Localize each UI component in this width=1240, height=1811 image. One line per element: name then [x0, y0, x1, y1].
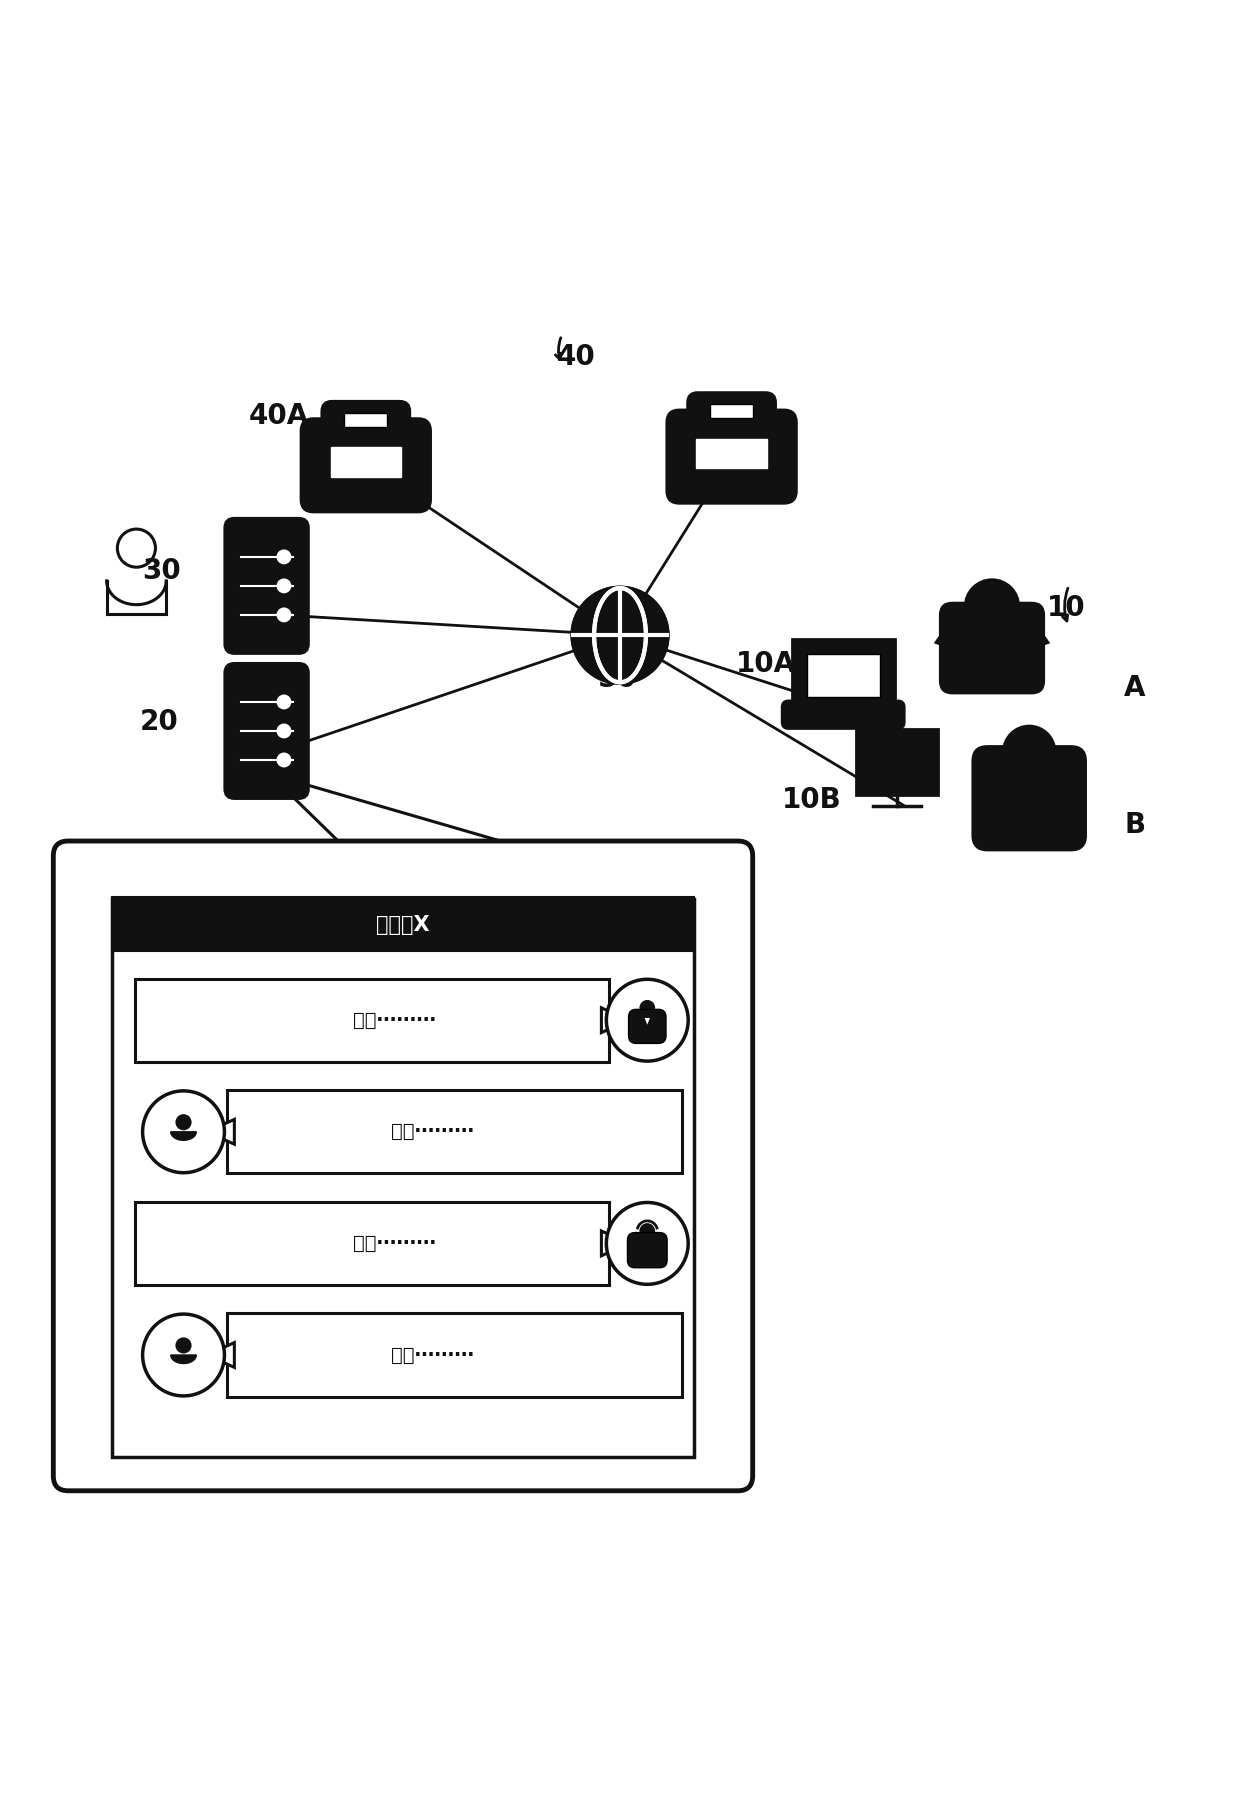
Circle shape: [277, 549, 291, 565]
FancyBboxPatch shape: [301, 418, 430, 513]
FancyBboxPatch shape: [322, 402, 409, 447]
FancyBboxPatch shape: [135, 978, 609, 1061]
Circle shape: [143, 1315, 224, 1396]
Circle shape: [277, 724, 291, 739]
Circle shape: [606, 1203, 688, 1284]
Text: 我想‧‧‧‧‧‧‧‧‧: 我想‧‧‧‧‧‧‧‧‧: [353, 1011, 436, 1030]
Circle shape: [640, 1222, 655, 1239]
FancyBboxPatch shape: [792, 639, 894, 712]
FancyBboxPatch shape: [807, 654, 879, 697]
FancyBboxPatch shape: [856, 728, 939, 795]
Text: 我想‧‧‧‧‧‧‧‧‧: 我想‧‧‧‧‧‧‧‧‧: [353, 1233, 436, 1253]
FancyBboxPatch shape: [688, 393, 775, 438]
Circle shape: [277, 753, 291, 768]
Text: 我在‧‧‧‧‧‧‧‧‧: 我在‧‧‧‧‧‧‧‧‧: [391, 1346, 474, 1364]
Polygon shape: [601, 1007, 629, 1032]
Polygon shape: [207, 1342, 234, 1367]
Polygon shape: [171, 1132, 196, 1141]
Circle shape: [175, 1337, 192, 1353]
Circle shape: [606, 980, 688, 1061]
FancyBboxPatch shape: [331, 447, 401, 476]
Text: 聊天室X: 聊天室X: [376, 915, 430, 934]
FancyBboxPatch shape: [345, 413, 387, 427]
Text: 30: 30: [141, 556, 181, 585]
Text: 40: 40: [557, 344, 596, 371]
Circle shape: [1003, 726, 1055, 777]
Text: 10A: 10A: [737, 650, 796, 677]
FancyBboxPatch shape: [112, 900, 694, 1458]
FancyBboxPatch shape: [227, 1313, 682, 1396]
FancyBboxPatch shape: [135, 1203, 609, 1286]
Polygon shape: [934, 618, 952, 650]
FancyBboxPatch shape: [629, 1009, 666, 1043]
FancyBboxPatch shape: [667, 409, 796, 503]
Polygon shape: [601, 1231, 629, 1255]
Text: 10: 10: [1047, 594, 1086, 621]
FancyBboxPatch shape: [972, 746, 1086, 851]
FancyBboxPatch shape: [782, 701, 904, 728]
Circle shape: [965, 580, 1019, 634]
FancyBboxPatch shape: [224, 663, 309, 799]
Text: 20: 20: [139, 708, 179, 735]
Circle shape: [640, 1000, 655, 1016]
Circle shape: [175, 1114, 192, 1130]
Text: A: A: [1123, 674, 1146, 703]
Text: 10B: 10B: [782, 786, 842, 815]
Text: 我在‧‧‧‧‧‧‧‧‧: 我在‧‧‧‧‧‧‧‧‧: [391, 1123, 474, 1141]
Text: B: B: [1123, 811, 1146, 838]
Text: 40A: 40A: [249, 402, 309, 429]
FancyBboxPatch shape: [940, 603, 1044, 694]
FancyBboxPatch shape: [711, 404, 753, 418]
Circle shape: [573, 589, 667, 683]
Polygon shape: [645, 1018, 650, 1025]
Text: 50: 50: [598, 665, 637, 692]
FancyBboxPatch shape: [227, 1090, 682, 1174]
FancyBboxPatch shape: [627, 1233, 667, 1268]
Circle shape: [143, 1090, 224, 1174]
FancyBboxPatch shape: [224, 518, 309, 654]
Circle shape: [277, 578, 291, 594]
Polygon shape: [207, 1119, 234, 1145]
Polygon shape: [1032, 618, 1050, 650]
FancyBboxPatch shape: [112, 896, 694, 951]
FancyBboxPatch shape: [53, 840, 753, 1490]
FancyBboxPatch shape: [697, 438, 766, 467]
Circle shape: [277, 694, 291, 710]
Polygon shape: [171, 1355, 196, 1364]
Text: 40B: 40B: [699, 395, 759, 424]
Circle shape: [277, 607, 291, 623]
